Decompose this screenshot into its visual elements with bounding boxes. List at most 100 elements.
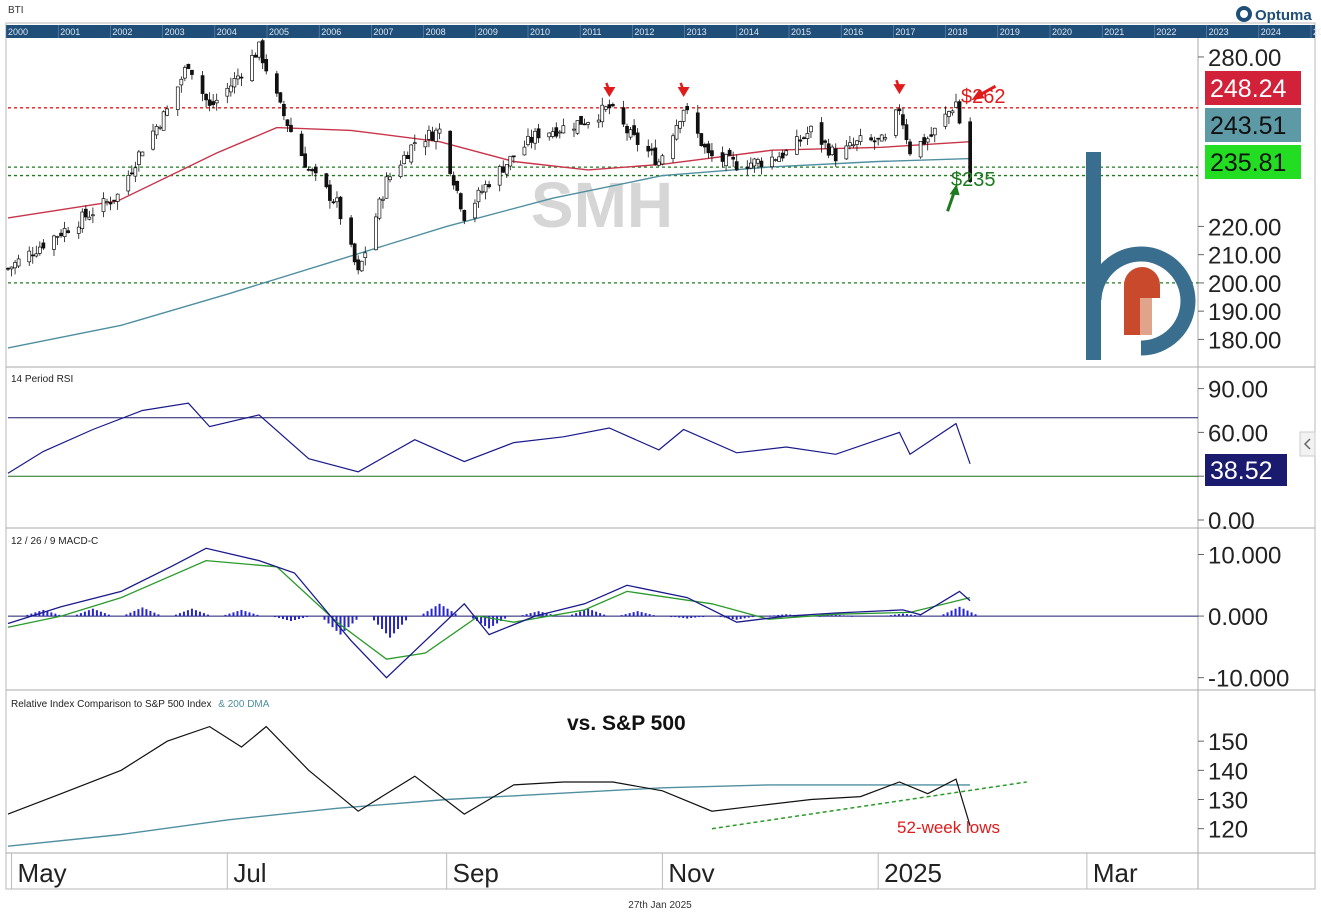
candle-body [632, 125, 636, 135]
candle-body [289, 124, 293, 133]
price-tick-label: 180.00 [1208, 327, 1281, 354]
support-label: $235 [951, 169, 996, 191]
candle-body [423, 141, 428, 148]
macd-histogram-bar [603, 614, 606, 617]
side-panel-toggle[interactable] [1299, 431, 1316, 457]
macd-histogram-bar [885, 615, 888, 617]
rsi-title: 14 Period RSI [11, 374, 73, 385]
macd-histogram-bar [751, 616, 754, 618]
candle-body [603, 106, 608, 110]
macd-histogram-bar [442, 606, 445, 617]
x-axis-label: Jul [233, 858, 266, 888]
timeline-year-label: 2025 [1313, 27, 1321, 37]
timeline-year-label: 2002 [112, 27, 132, 37]
candle-body [706, 143, 711, 154]
macd-histogram-bar [450, 611, 453, 617]
candle-body [798, 139, 803, 142]
timeline-year-label: 2010 [530, 27, 550, 37]
macd-histogram-bar [504, 616, 507, 619]
candle-body [338, 196, 343, 220]
price-value-box [1205, 145, 1301, 179]
candle-body [66, 230, 70, 234]
macd-histogram-bar [583, 610, 586, 617]
candle-body [734, 161, 739, 171]
candle-body [929, 134, 934, 137]
timeline-year-label: 2020 [1052, 27, 1072, 37]
macd-histogram-bar [640, 612, 643, 617]
x-axis-label: 2025 [884, 858, 942, 888]
candle-body [579, 115, 583, 125]
rsi-tick-label: 0.00 [1208, 508, 1255, 535]
candle-body [533, 130, 537, 144]
candle-body [876, 137, 881, 140]
macd-histogram-bar [533, 612, 536, 617]
candle-body [660, 155, 665, 165]
timeline-year-label: 2001 [60, 27, 80, 37]
candle-body [685, 106, 690, 111]
rsi-tick-label: 60.00 [1208, 420, 1268, 447]
macd-histogram-bar [942, 614, 945, 617]
candle-body [328, 184, 332, 201]
candle-body [363, 252, 368, 259]
candle-body [133, 167, 138, 177]
relative-line [7, 725, 971, 826]
candle-body [925, 138, 930, 143]
macd-histogram-bar [75, 614, 78, 617]
timeline-year-label: 2012 [634, 27, 654, 37]
candle-body [55, 236, 60, 238]
candle-body [154, 126, 159, 136]
candle-body [699, 133, 704, 146]
macd-histogram-bar [521, 615, 524, 617]
macd-histogram-bar [620, 615, 623, 617]
macd-histogram-bar [95, 610, 98, 617]
candle-body [207, 99, 212, 106]
macd-histogram-bar [273, 616, 276, 618]
candle-body [437, 128, 442, 134]
macd-histogram-bar [331, 616, 334, 628]
timeline-years[interactable]: 2000 2001 2002 2003 2004 2005 2006 2007 2008 2009… [5, 25, 1321, 38]
candle-body [9, 266, 14, 270]
macd-histogram-bar [599, 613, 602, 617]
timeline-bar[interactable] [6, 25, 1315, 38]
macd-histogram-bar [405, 616, 408, 621]
candle-body [897, 108, 902, 112]
candle-body [274, 73, 279, 94]
macd-histogram-bar [785, 614, 788, 617]
candle-body [6, 267, 10, 270]
macd-histogram-bar [644, 613, 647, 617]
macd-histogram-bar [735, 616, 738, 620]
timeline-year-label: 2017 [895, 27, 915, 37]
candle-body [140, 151, 145, 157]
macd-histogram-bar [674, 616, 677, 618]
macd-histogram-bar [747, 616, 750, 618]
macd-histogram-bar [591, 610, 594, 617]
macd-histogram-bar [186, 610, 189, 617]
candle-body [59, 232, 63, 237]
timeline-year-label: 2009 [478, 27, 498, 37]
candle-body [483, 184, 488, 193]
candle-body [105, 201, 109, 203]
candle-body [727, 149, 732, 156]
candle-body [377, 198, 382, 219]
candle-body [190, 69, 194, 75]
timeline-year-label: 2014 [739, 27, 759, 37]
macd-histogram-bar [446, 608, 449, 617]
macd-histogram-bar [480, 616, 483, 624]
candle-body [681, 109, 686, 122]
macd-histogram-bar [628, 613, 631, 617]
macd-histogram-bar [327, 616, 330, 624]
timeline-year-label: 2003 [165, 27, 185, 37]
candle-body [331, 201, 336, 204]
candle-body [823, 140, 827, 143]
macd-histogram-bar [545, 613, 548, 617]
candle-body [473, 202, 477, 219]
relative-tick-label: 140 [1208, 758, 1248, 785]
macd-histogram-bar [248, 612, 251, 617]
macd-histogram-bar [26, 614, 29, 617]
macd-histogram-bar [690, 616, 693, 619]
candle-body [773, 159, 778, 161]
candle-body [232, 78, 237, 88]
macd-histogram-bar [492, 616, 495, 626]
candle-body [748, 162, 753, 169]
candle-body [586, 122, 590, 125]
